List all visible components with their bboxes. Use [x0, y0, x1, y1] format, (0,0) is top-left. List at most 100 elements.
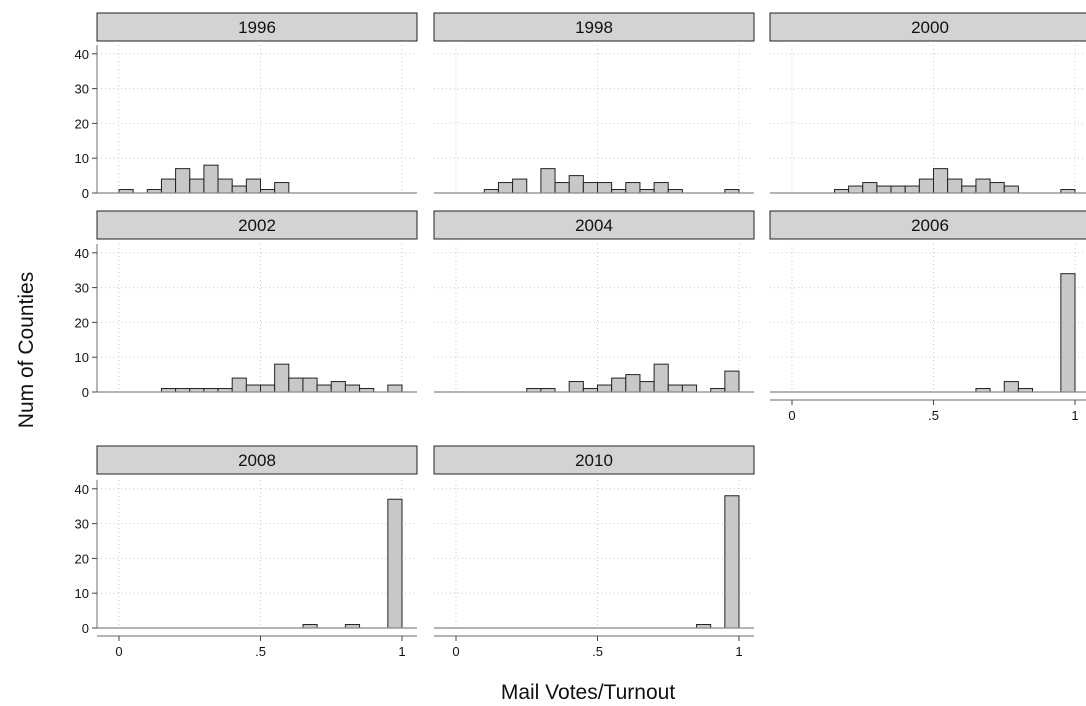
bar	[231, 185, 247, 194]
panel-title: 1998	[575, 18, 613, 37]
panel-title: 2010	[575, 451, 613, 470]
bar	[904, 185, 920, 194]
bar	[625, 374, 641, 393]
panel-2010: 2010 0 .5 1	[433, 445, 755, 659]
x-tick-label: 1	[735, 644, 742, 659]
panel-1998: 1998	[433, 12, 755, 194]
bar	[724, 495, 740, 629]
bar	[497, 182, 514, 194]
y-tick-label: 40	[75, 246, 89, 261]
bar	[554, 182, 570, 194]
bar	[203, 164, 219, 194]
bar	[653, 182, 669, 194]
x-tick-label: .5	[928, 408, 939, 423]
y-tick-label: 40	[75, 482, 89, 497]
bar	[890, 185, 906, 194]
panel-title: 2006	[911, 216, 949, 235]
bar	[961, 185, 977, 194]
y-tick-label: 10	[75, 586, 89, 601]
bar	[1003, 185, 1019, 194]
bar	[667, 384, 683, 393]
y-tick-label: 0	[82, 186, 89, 201]
bar	[862, 182, 878, 194]
panel-header	[96, 445, 418, 475]
bar	[947, 178, 963, 194]
panel-header	[769, 210, 1086, 240]
bar	[653, 363, 669, 393]
panel-title: 2004	[575, 216, 613, 235]
y-tick-label: 10	[75, 350, 89, 365]
panel-header	[433, 12, 755, 42]
bar	[975, 178, 991, 194]
bar	[160, 178, 177, 194]
bar	[245, 384, 262, 393]
x-tick-label: 1	[398, 644, 405, 659]
panel-2000: 2000	[769, 12, 1086, 194]
bar	[1060, 273, 1076, 393]
x-tick-label: 1	[1071, 408, 1078, 423]
bar	[189, 178, 205, 194]
bar	[1003, 381, 1019, 393]
y-tick-label: 0	[82, 385, 89, 400]
panel-title: 1996	[238, 18, 276, 37]
panel-2008: 2008 0 10 20 30 40 0 .5 1	[75, 445, 418, 659]
y-tick-label: 30	[75, 82, 89, 97]
bar	[387, 498, 403, 629]
y-tick-label: 20	[75, 315, 89, 330]
bar	[274, 363, 290, 393]
panel-header	[96, 210, 418, 240]
bar	[512, 178, 528, 194]
bar	[302, 377, 318, 393]
bar	[989, 182, 1005, 194]
panel-header	[433, 445, 755, 475]
bar	[625, 182, 641, 194]
bar	[597, 384, 613, 393]
panel-2004: 2004	[433, 210, 755, 393]
panel-2006: 2006 0 .5 1	[769, 210, 1086, 423]
bar	[330, 381, 346, 393]
y-axis-title: Num of Counties	[15, 272, 38, 428]
bar	[274, 182, 290, 194]
bar	[316, 384, 332, 393]
bar	[597, 182, 613, 194]
panel-header	[96, 12, 418, 42]
bar	[540, 168, 556, 194]
bar	[260, 384, 276, 393]
bar	[217, 178, 233, 194]
panel-title: 2000	[911, 18, 949, 37]
bar	[231, 377, 247, 393]
bar	[582, 182, 598, 194]
bar	[568, 175, 584, 194]
y-tick-label: 40	[75, 47, 89, 62]
y-tick-label: 30	[75, 281, 89, 296]
y-tick-label: 20	[75, 551, 89, 566]
bar	[568, 381, 584, 393]
x-axis-title: Mail Votes/Turnout	[501, 681, 675, 704]
panel-header	[433, 210, 755, 240]
bar	[639, 381, 655, 393]
x-tick-label: 0	[788, 408, 795, 423]
panel-title: 2002	[238, 216, 276, 235]
bar	[848, 185, 864, 194]
y-tick-label: 30	[75, 517, 89, 532]
bar	[175, 168, 191, 194]
y-tick-label: 10	[75, 151, 89, 166]
panel-header	[769, 12, 1086, 42]
panel-title: 2008	[238, 451, 276, 470]
y-tick-label: 20	[75, 116, 89, 131]
x-tick-label: .5	[255, 644, 266, 659]
bar	[288, 377, 304, 393]
panel-1996: 1996 0 10 20 30 40	[75, 12, 418, 201]
bar	[724, 370, 740, 393]
panel-2002: 2002 0 10 20 30 40	[75, 210, 418, 400]
x-tick-label: 0	[452, 644, 459, 659]
bar	[245, 178, 262, 194]
bar	[387, 384, 403, 393]
y-tick-label: 0	[82, 621, 89, 636]
bar	[611, 377, 627, 393]
bar	[344, 384, 361, 393]
bar	[918, 178, 934, 194]
x-tick-label: 0	[115, 644, 122, 659]
